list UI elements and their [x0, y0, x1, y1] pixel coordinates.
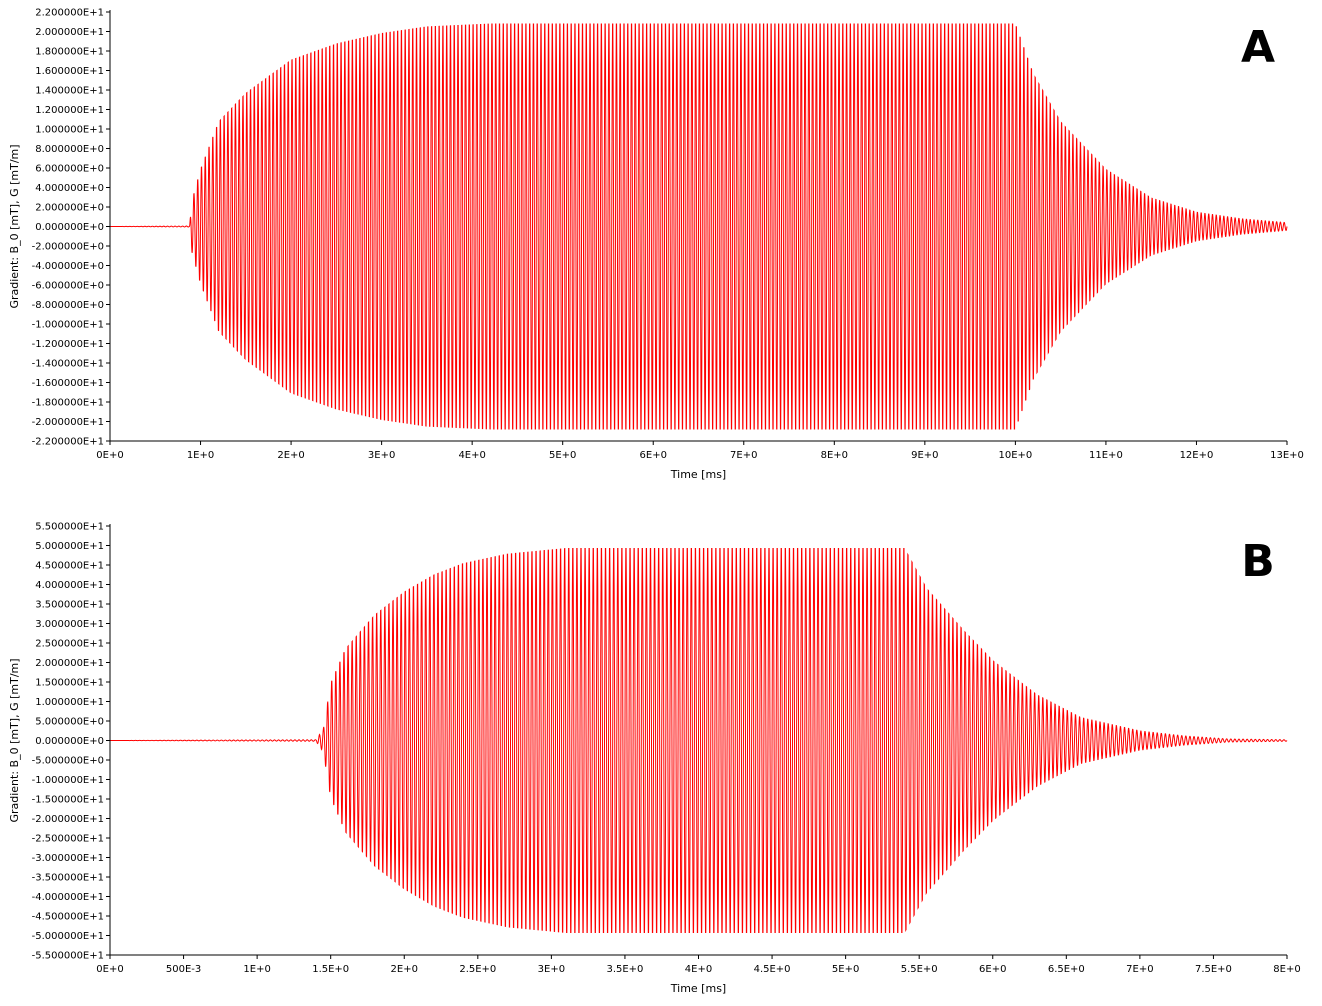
y-tick-label: -2.000000E+1 — [32, 814, 104, 825]
y-tick-label: -5.500000E+1 — [32, 951, 104, 962]
y-tick-label: -4.000000E+0 — [32, 261, 104, 272]
x-tick-label: 3.5E+0 — [606, 964, 643, 975]
x-tick-label: 1E+0 — [187, 450, 214, 461]
x-tick-label: 10E+0 — [998, 450, 1032, 461]
x-tick-label: 7E+0 — [1126, 964, 1153, 975]
y-tick-label: 5.000000E+1 — [35, 541, 104, 552]
y-tick-label: 1.000000E+1 — [35, 125, 104, 136]
signal-series-line — [110, 23, 1288, 430]
y-tick-label: -4.500000E+1 — [32, 912, 104, 923]
y-tick-label: 1.800000E+1 — [35, 47, 104, 58]
x-tick-label: 5E+0 — [832, 964, 859, 975]
x-tick-label: 6.5E+0 — [1048, 964, 1085, 975]
y-tick-label: -5.000000E+0 — [32, 756, 104, 767]
y-tick-label: 2.500000E+1 — [35, 639, 104, 650]
y-tick-label: -2.500000E+1 — [32, 834, 104, 845]
x-tick-label: 2.5E+0 — [459, 964, 496, 975]
y-tick-label: -3.000000E+1 — [32, 853, 104, 864]
x-tick-label: 4E+0 — [458, 450, 485, 461]
x-axis-label: Time [ms] — [670, 468, 726, 481]
chart-panel-a: 2.200000E+1 2.000000E+1 1.800000E+1 1.60000… — [0, 0, 1322, 490]
y-tick-label: 4.000000E+1 — [35, 580, 104, 591]
y-axis-label: Gradient: B_0 [mT], G [mT/m] — [8, 144, 21, 308]
y-tick-label: 8.000000E+0 — [35, 144, 104, 155]
x-tick-label: 3E+0 — [368, 450, 395, 461]
y-tick-label: -1.400000E+1 — [32, 359, 104, 370]
panel-label: A — [1241, 22, 1275, 73]
y-tick-label: -1.000000E+1 — [32, 775, 104, 786]
panel-label: B — [1241, 536, 1275, 587]
x-tick-label: 5E+0 — [549, 450, 576, 461]
x-tick-label: 7.5E+0 — [1195, 964, 1232, 975]
x-axis-label: Time [ms] — [670, 982, 726, 995]
y-tick-label: -1.600000E+1 — [32, 378, 104, 389]
y-tick-label: -3.500000E+1 — [32, 873, 104, 884]
x-tick-label: 1.5E+0 — [312, 964, 349, 975]
chart-panel-b: 5.500000E+1 5.000000E+1 4.500000E+1 4.00000… — [0, 514, 1322, 1006]
x-tick-label: 6E+0 — [979, 964, 1006, 975]
y-tick-label: -2.200000E+1 — [32, 437, 104, 448]
y-tick-label: -5.000000E+1 — [32, 931, 104, 942]
x-tick-label: 8E+0 — [821, 450, 848, 461]
y-tick-label: -6.000000E+0 — [32, 281, 104, 292]
y-tick-label: 2.200000E+1 — [35, 8, 104, 19]
y-tick-label: 4.500000E+1 — [35, 561, 104, 572]
x-tick-label: 0E+0 — [96, 964, 123, 975]
x-tick-label: 4.5E+0 — [754, 964, 791, 975]
chart-b-svg: 5.500000E+1 5.000000E+1 4.500000E+1 4.00000… — [8, 522, 1301, 996]
x-tick-label: 8E+0 — [1273, 964, 1300, 975]
y-axis-label: Gradient: B_0 [mT], G [mT/m] — [8, 658, 21, 822]
x-tick-label: 6E+0 — [640, 450, 667, 461]
x-tick-label: 500E-3 — [166, 964, 201, 975]
y-tick-label: 2.000000E+1 — [35, 658, 104, 669]
chart-a-svg: 2.200000E+1 2.000000E+1 1.800000E+1 1.60000… — [8, 8, 1304, 482]
y-tick-label: 3.000000E+1 — [35, 619, 104, 630]
x-tick-label: 7E+0 — [730, 450, 757, 461]
x-tick-label: 11E+0 — [1089, 450, 1123, 461]
y-tick-label: -1.000000E+1 — [32, 320, 104, 331]
y-tick-label: 1.500000E+1 — [35, 678, 104, 689]
y-tick-label: 2.000000E+1 — [35, 27, 104, 38]
y-tick-label: -1.500000E+1 — [32, 795, 104, 806]
x-tick-label: 3E+0 — [538, 964, 565, 975]
y-tick-label: 5.000000E+0 — [35, 717, 104, 728]
y-tick-label: 2.000000E+0 — [35, 203, 104, 214]
y-tick-label: 6.000000E+0 — [35, 164, 104, 175]
y-tick-label: -2.000000E+0 — [32, 242, 104, 253]
x-tick-label: 9E+0 — [911, 450, 938, 461]
x-tick-label: 2E+0 — [391, 964, 418, 975]
y-tick-label: -8.000000E+0 — [32, 300, 104, 311]
y-tick-label: -1.200000E+1 — [32, 339, 104, 350]
y-tick-label: 4.000000E+0 — [35, 183, 104, 194]
x-tick-label: 5.5E+0 — [901, 964, 938, 975]
y-tick-label: 0.000000E+0 — [35, 222, 104, 233]
x-tick-label: 0E+0 — [96, 450, 123, 461]
y-tick-label: 1.000000E+1 — [35, 697, 104, 708]
y-tick-label: 1.600000E+1 — [35, 66, 104, 77]
signal-series-line — [110, 547, 1288, 934]
y-tick-label: 1.400000E+1 — [35, 86, 104, 97]
y-tick-label: -1.800000E+1 — [32, 398, 104, 409]
y-tick-label: -4.000000E+1 — [32, 892, 104, 903]
y-tick-label: 5.500000E+1 — [35, 522, 104, 533]
x-tick-label: 1E+0 — [243, 964, 270, 975]
y-tick-label: -2.000000E+1 — [32, 417, 104, 428]
x-tick-label: 12E+0 — [1180, 450, 1214, 461]
y-tick-label: 3.500000E+1 — [35, 600, 104, 611]
y-tick-label: 1.200000E+1 — [35, 105, 104, 116]
x-tick-label: 13E+0 — [1270, 450, 1304, 461]
y-tick-label: 0.000000E+0 — [35, 736, 104, 747]
x-tick-label: 2E+0 — [277, 450, 304, 461]
x-tick-label: 4E+0 — [685, 964, 712, 975]
